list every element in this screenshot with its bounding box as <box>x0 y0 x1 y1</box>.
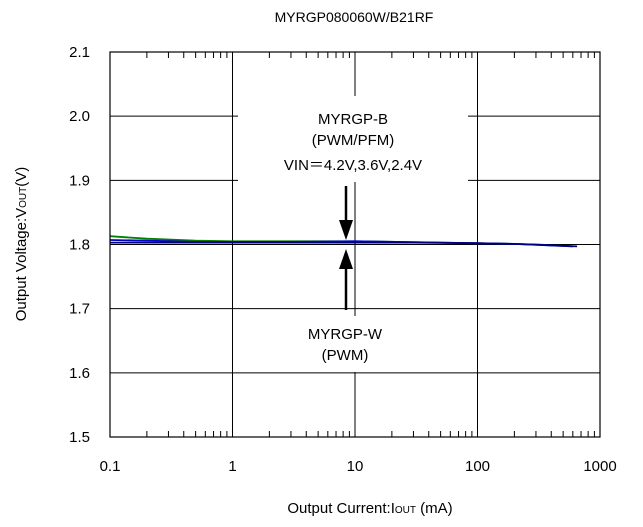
minor-ticks <box>146 52 595 437</box>
arrow-down <box>339 186 353 240</box>
y-tick-label: 2.1 <box>69 44 90 61</box>
chart-title: MYRGP080060W/B21RF <box>275 9 434 25</box>
y-tick-label: 1.5 <box>69 429 90 446</box>
y-axis-label-sub: OUT <box>18 187 29 208</box>
y-tick-labels: 1.5 1.6 1.7 1.8 1.9 2.0 2.1 <box>69 44 90 446</box>
annotation-upper-line1: MYRGP-B <box>318 111 388 128</box>
annotation-upper-bg <box>238 96 468 182</box>
x-axis-label: Output Current:IOUT (mA) <box>287 500 452 517</box>
x-tick-label: 1000 <box>583 458 616 475</box>
arrow-up <box>339 249 353 310</box>
x-axis-label-sub: OUT <box>395 505 416 516</box>
annotation-lower-line2: (PWM) <box>322 347 369 364</box>
y-axis-label-tail: (V) <box>13 167 30 187</box>
y-tick-label: 1.6 <box>69 365 90 382</box>
x-tick-labels: 0.1 1 10 100 1000 <box>100 458 617 475</box>
annotation-upper-line3: VIN＝4.2V,3.6V,2.4V <box>284 157 422 174</box>
x-tick-label: 0.1 <box>100 458 121 475</box>
y-tick-label: 1.9 <box>69 172 90 189</box>
plot-area-frame <box>109 51 601 438</box>
annotation-upper-line2: (PWM/PFM) <box>312 132 394 149</box>
x-tick-label: 10 <box>347 458 364 475</box>
y-axis-label-main: Output Voltage:V <box>13 208 30 321</box>
series <box>109 235 578 248</box>
series-line-3 <box>110 241 578 248</box>
x-tick-label: 1 <box>228 458 236 475</box>
annotation-lower-bg <box>290 316 408 372</box>
annotation-lower-line1: MYRGP-W <box>308 326 383 343</box>
x-tick-label: 100 <box>465 458 490 475</box>
y-tick-label: 2.0 <box>69 108 90 125</box>
x-axis-label-tail: (mA) <box>416 500 453 517</box>
x-axis-label-main: Output Current:I <box>287 500 395 517</box>
y-tick-label: 1.7 <box>69 301 90 318</box>
y-axis-label: Output Voltage:VOUT(V) <box>13 167 30 322</box>
y-tick-label: 1.8 <box>69 237 90 254</box>
